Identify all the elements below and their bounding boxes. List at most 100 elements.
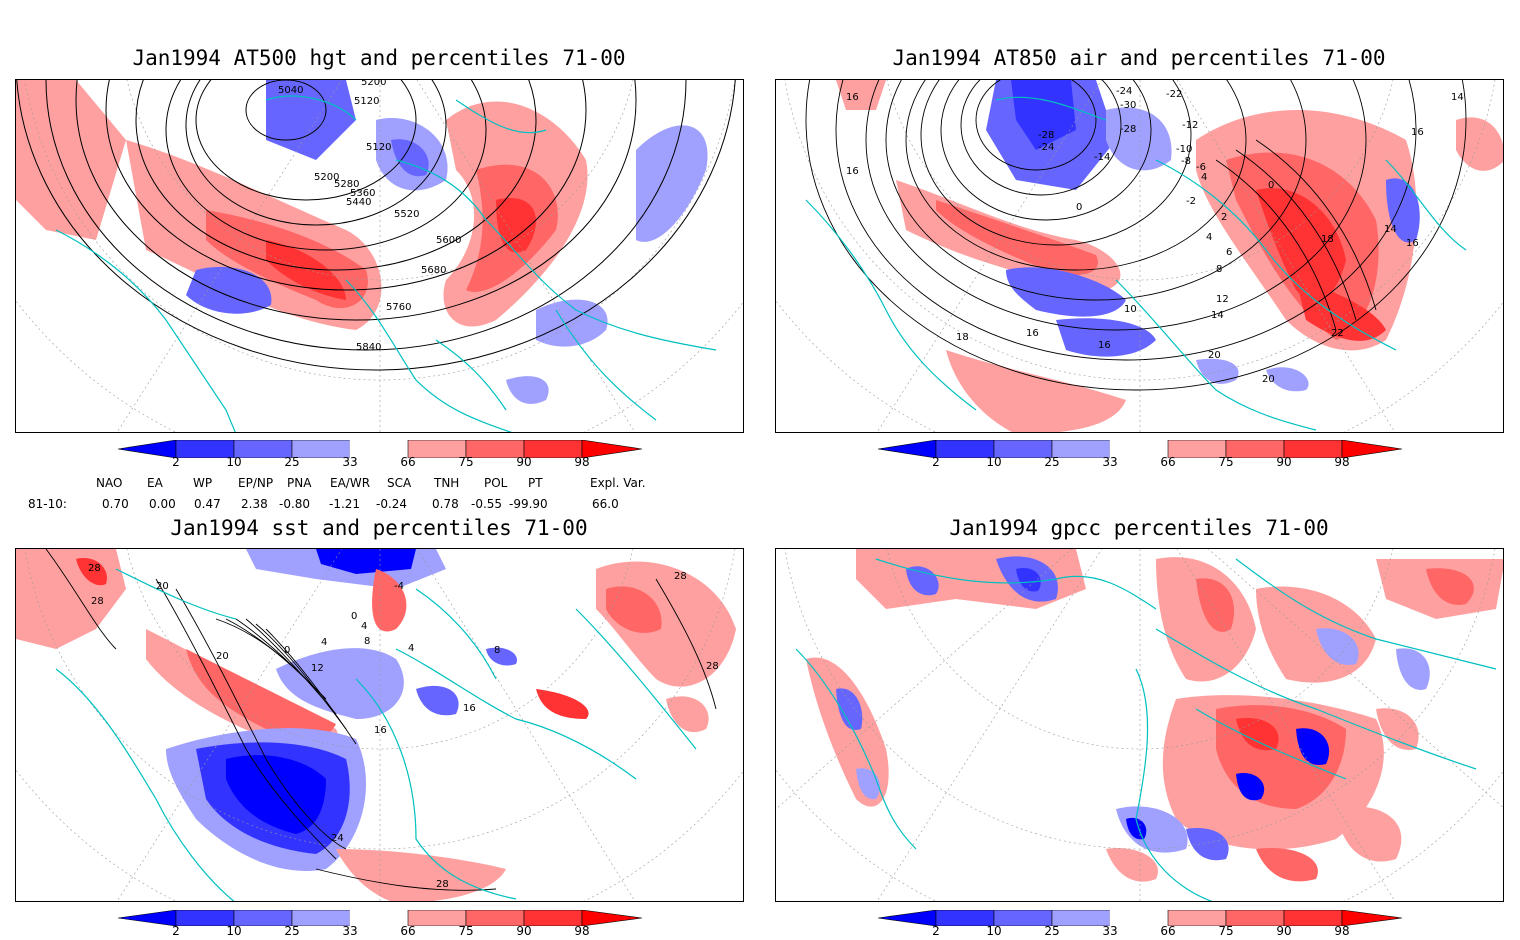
index-header-pt: PT [528, 476, 543, 490]
contour-label: 4 [361, 621, 367, 632]
colorbar-tick: 90 [516, 924, 532, 938]
colorbar-ramp [117, 909, 643, 927]
colorbar-tick: 10 [986, 455, 1002, 469]
contour-label: -12 [1182, 120, 1198, 131]
contour-label: 28 [91, 596, 104, 607]
contour-label: 12 [311, 663, 324, 674]
map-panel-air850: 16 -28 -24 -30 -28 -24 -22 -14 -12 -10 -… [775, 79, 1504, 433]
map-sst: 28 28 20 20 0 4 8 12 16 0 4 -4 4 8 28 16… [16, 549, 743, 901]
colorbar-tick: 2 [172, 455, 180, 469]
colorbar-panel2: 2 10 25 33 66 75 90 98 [877, 439, 1403, 472]
contour-label: 5200 [314, 172, 339, 183]
colorbar-tick: 98 [1334, 455, 1350, 469]
contour-label: -10 [1176, 144, 1192, 155]
colorbar-tick: 25 [1044, 455, 1060, 469]
contour-labels: 28 28 20 20 0 4 8 12 16 0 4 -4 4 8 28 16… [88, 563, 719, 890]
coastlines [55, 95, 717, 432]
contour-label: 5600 [436, 235, 461, 246]
index-value-pna: -0.80 [279, 497, 311, 511]
panel-title-sst: Jan1994 sst and percentiles 71-00 [170, 516, 588, 540]
contour-label: -4 [394, 581, 404, 592]
panel-title-air850: Jan1994 AT850 air and percentiles 71-00 [892, 46, 1386, 70]
colorbar-tick: 75 [1218, 924, 1234, 938]
colorbar-tick: 33 [342, 924, 358, 938]
contour-label: -28 [1038, 130, 1054, 141]
colorbar-tick: 90 [516, 455, 532, 469]
colorbar-panel4: 2 10 25 33 66 75 90 98 [877, 909, 1403, 940]
map-gpcc [776, 549, 1503, 901]
contour-label: 5200 [361, 80, 386, 88]
contour-label: -8 [1181, 156, 1191, 167]
index-header-ea: EA [147, 476, 163, 490]
contour-label: -22 [1166, 89, 1182, 100]
colorbar-tick: 10 [226, 455, 242, 469]
contour-label: 28 [88, 563, 101, 574]
contour-label: 16 [1411, 127, 1424, 138]
panel-title-gpcc: Jan1994 gpcc percentiles 71-00 [949, 516, 1329, 540]
contour-label: 0 [1268, 180, 1274, 191]
contour-label: -24 [1038, 142, 1054, 153]
colorbar-panel1: 2 10 25 33 66 75 90 98 [117, 439, 643, 472]
colorbar-tick: 66 [1160, 455, 1176, 469]
panel-title-hgt500: Jan1994 AT500 hgt and percentiles 71-00 [132, 46, 626, 70]
contour-label: 22 [1331, 328, 1344, 339]
contour-label: 4 [408, 643, 414, 654]
colorbar-tick: 90 [1276, 924, 1292, 938]
contour-label: 14 [1211, 310, 1224, 321]
graticule [776, 549, 1503, 901]
height-contours [16, 80, 736, 371]
contour-label: 28 [674, 571, 687, 582]
contour-label: -28 [1120, 124, 1136, 135]
colorbar-tick: 75 [458, 924, 474, 938]
contour-label: 10 [1124, 304, 1137, 315]
sst-contours [45, 549, 717, 891]
contour-label: -24 [1116, 86, 1132, 97]
contour-label: -2 [1186, 196, 1196, 207]
contour-label: 2 [1221, 212, 1227, 223]
contour-label: 16 [1406, 238, 1419, 249]
percentile-shading [16, 549, 736, 901]
index-value-pt: -99.90 [509, 497, 548, 511]
index-header-nao: NAO [96, 476, 123, 490]
contour-label: 5520 [394, 209, 419, 220]
index-value-ea: 0.00 [149, 497, 176, 511]
contour-label: 16 [374, 725, 387, 736]
index-value-wp: 0.47 [194, 497, 221, 511]
contour-label: 16 [463, 703, 476, 714]
contour-label: 5120 [354, 96, 379, 107]
contour-label: 5760 [386, 302, 411, 313]
contour-label: 24 [331, 833, 344, 844]
colorbar-tick: 33 [342, 455, 358, 469]
colorbar-tick: 33 [1102, 455, 1118, 469]
contour-label: 8 [364, 636, 370, 647]
map-hgt500: 5040 5120 5200 5120 5200 5280 5360 5440 … [16, 80, 743, 432]
coastlines [795, 558, 1497, 901]
colorbar-ramp [877, 909, 1403, 927]
index-value-explvar: 66.0 [592, 497, 619, 511]
index-header-pol: POL [484, 476, 508, 490]
index-row-label: 81-10: [28, 497, 67, 511]
contour-label: 5120 [366, 142, 391, 153]
index-header-explvar: Expl. Var. [590, 476, 646, 490]
graticule [776, 80, 1503, 432]
colorbar-tick: 25 [1044, 924, 1060, 938]
map-panel-sst: 28 28 20 20 0 4 8 12 16 0 4 -4 4 8 28 16… [15, 548, 744, 902]
colorbar-tick: 66 [1160, 924, 1176, 938]
index-header-tnh: TNH [434, 476, 460, 490]
graticule [16, 549, 743, 901]
colorbar-ramp [877, 439, 1403, 459]
map-air850: 16 -28 -24 -30 -28 -24 -22 -14 -12 -10 -… [776, 80, 1503, 432]
colorbar-tick: 2 [932, 455, 940, 469]
contour-label: 6 [1226, 247, 1232, 258]
contour-label: 5440 [346, 197, 371, 208]
map-panel-hgt500: 5040 5120 5200 5120 5200 5280 5360 5440 … [15, 79, 744, 433]
index-value-nao: 0.70 [102, 497, 129, 511]
colorbar-tick: 10 [226, 924, 242, 938]
contour-label: 12 [1216, 294, 1229, 305]
colorbar-tick: 98 [574, 455, 590, 469]
colorbar-tick: 66 [400, 924, 416, 938]
contour-label: 16 [846, 166, 859, 177]
contour-label: 16 [846, 92, 859, 103]
coastlines [805, 96, 1467, 431]
colorbar-tick: 2 [932, 924, 940, 938]
